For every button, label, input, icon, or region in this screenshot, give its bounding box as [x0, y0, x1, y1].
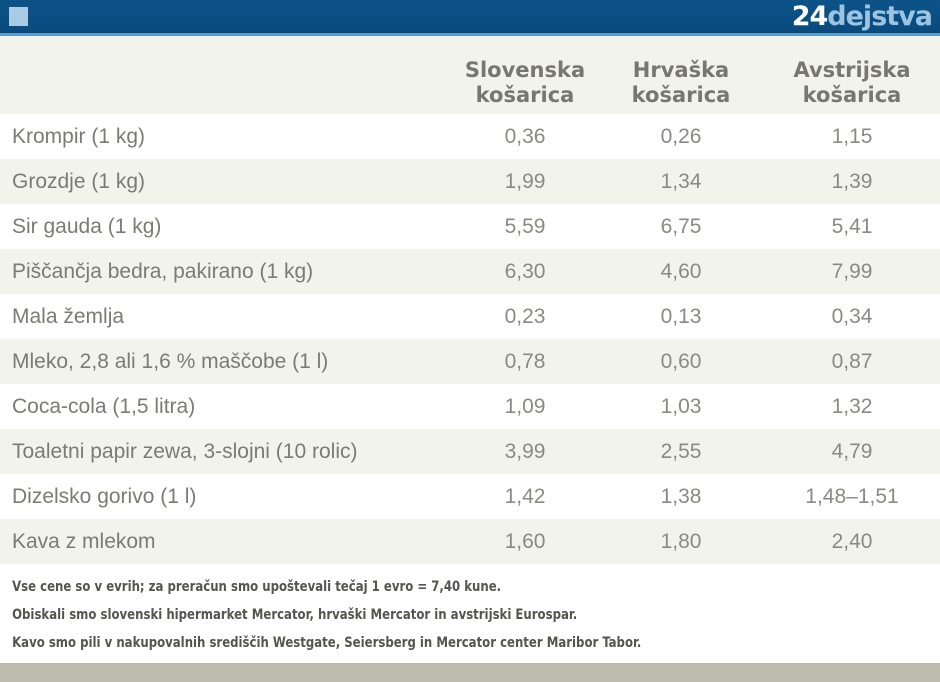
footnote-line: Kavo smo pili v nakupovalnih središčih W…	[12, 635, 642, 651]
brand-logo: 24dejstva	[791, 1, 933, 32]
column-header-hrvaska: Hrvaška košarica	[598, 58, 764, 108]
table-row: Kava z mlekom 1,60 1,80 2,40	[0, 519, 940, 564]
column-header-line1: Hrvaška	[632, 58, 730, 82]
row-value-hrvaska: 0,13	[660, 304, 702, 328]
table-row: Mala žemlja 0,23 0,13 0,34	[0, 294, 940, 339]
row-value-hrvaska: 4,60	[660, 259, 702, 283]
row-label: Krompir (1 kg)	[12, 124, 146, 148]
row-value-slovenska: 5,59	[504, 214, 546, 238]
column-header-line2: košarica	[631, 83, 731, 107]
table-row: Krompir (1 kg) 0,36 0,26 1,15	[0, 114, 940, 159]
column-header-line2: košarica	[802, 83, 902, 107]
row-value-avstrijska: 0,87	[831, 349, 873, 373]
square-icon	[9, 7, 28, 26]
row-value-slovenska: 1,09	[504, 394, 546, 418]
table-row: Dizelsko gorivo (1 l) 1,42 1,38 1,48–1,5…	[0, 474, 940, 519]
table-row: Coca-cola (1,5 litra) 1,09 1,03 1,32	[0, 384, 940, 429]
row-label: Piščančja bedra, pakirano (1 kg)	[12, 259, 314, 283]
row-value-avstrijska: 4,79	[831, 439, 873, 463]
row-value-avstrijska: 1,15	[831, 124, 873, 148]
row-label: Toaletni papir zewa, 3-slojni (10 rolic)	[12, 439, 358, 463]
table-row: Piščančja bedra, pakirano (1 kg) 6,30 4,…	[0, 249, 940, 294]
footnote-line: Obiskali smo slovenski hipermarket Merca…	[12, 607, 578, 623]
row-value-slovenska: 1,99	[504, 169, 546, 193]
table-row: Sir gauda (1 kg) 5,59 6,75 5,41	[0, 204, 940, 249]
column-header-slovenska: Slovenska košarica	[452, 58, 598, 108]
row-value-hrvaska: 0,26	[660, 124, 702, 148]
row-value-slovenska: 1,42	[504, 484, 546, 508]
row-value-hrvaska: 1,38	[660, 484, 702, 508]
row-value-hrvaska: 0,60	[660, 349, 702, 373]
bottom-bar	[0, 663, 940, 682]
row-label: Kava z mlekom	[12, 529, 156, 553]
row-value-slovenska: 3,99	[504, 439, 546, 463]
row-label: Mala žemlja	[12, 304, 125, 328]
row-value-hrvaska: 1,03	[660, 394, 702, 418]
column-header-line2: košarica	[475, 83, 575, 107]
row-value-avstrijska: 1,32	[831, 394, 873, 418]
row-value-hrvaska: 2,55	[660, 439, 702, 463]
row-value-slovenska: 0,23	[504, 304, 546, 328]
row-value-slovenska: 6,30	[504, 259, 546, 283]
column-header-avstrijska: Avstrijska košarica	[764, 58, 940, 108]
row-value-avstrijska: 7,99	[831, 259, 873, 283]
row-label: Grozdje (1 kg)	[12, 169, 146, 193]
logo-word: dejstva	[827, 1, 933, 32]
column-header-line1: Slovenska	[464, 58, 586, 82]
footnotes: Vse cene so v evrih; za preračun smo upo…	[0, 573, 940, 657]
row-value-avstrijska: 2,40	[831, 529, 873, 553]
row-value-avstrijska: 0,34	[831, 304, 873, 328]
row-value-hrvaska: 1,34	[660, 169, 702, 193]
table-row: Toaletni papir zewa, 3-slojni (10 rolic)…	[0, 429, 940, 474]
row-label: Coca-cola (1,5 litra)	[12, 394, 196, 418]
top-header-bar: 24dejstva	[0, 0, 940, 33]
table-row: Grozdje (1 kg) 1,99 1,34 1,39	[0, 159, 940, 204]
row-value-hrvaska: 1,80	[660, 529, 702, 553]
row-label: Sir gauda (1 kg)	[12, 214, 162, 238]
row-label: Dizelsko gorivo (1 l)	[12, 484, 197, 508]
row-label: Mleko, 2,8 ali 1,6 % maščobe (1 l)	[12, 349, 329, 373]
logo-number: 24	[791, 1, 829, 32]
table-row: Mleko, 2,8 ali 1,6 % maščobe (1 l) 0,78 …	[0, 339, 940, 384]
footnote-line: Vse cene so v evrih; za preračun smo upo…	[12, 579, 502, 595]
row-value-slovenska: 1,60	[504, 529, 546, 553]
row-value-slovenska: 0,78	[504, 349, 546, 373]
row-value-slovenska: 0,36	[504, 124, 546, 148]
row-value-hrvaska: 6,75	[660, 214, 702, 238]
row-value-avstrijska: 1,48–1,51	[805, 484, 899, 508]
row-value-avstrijska: 5,41	[831, 214, 873, 238]
row-value-avstrijska: 1,39	[831, 169, 873, 193]
header-accent-line	[0, 33, 940, 36]
price-comparison-table: Slovenska košarica Hrvaška košarica Avst…	[0, 36, 940, 564]
column-header-line1: Avstrijska	[793, 58, 911, 82]
table-header-row: Slovenska košarica Hrvaška košarica Avst…	[0, 36, 940, 114]
